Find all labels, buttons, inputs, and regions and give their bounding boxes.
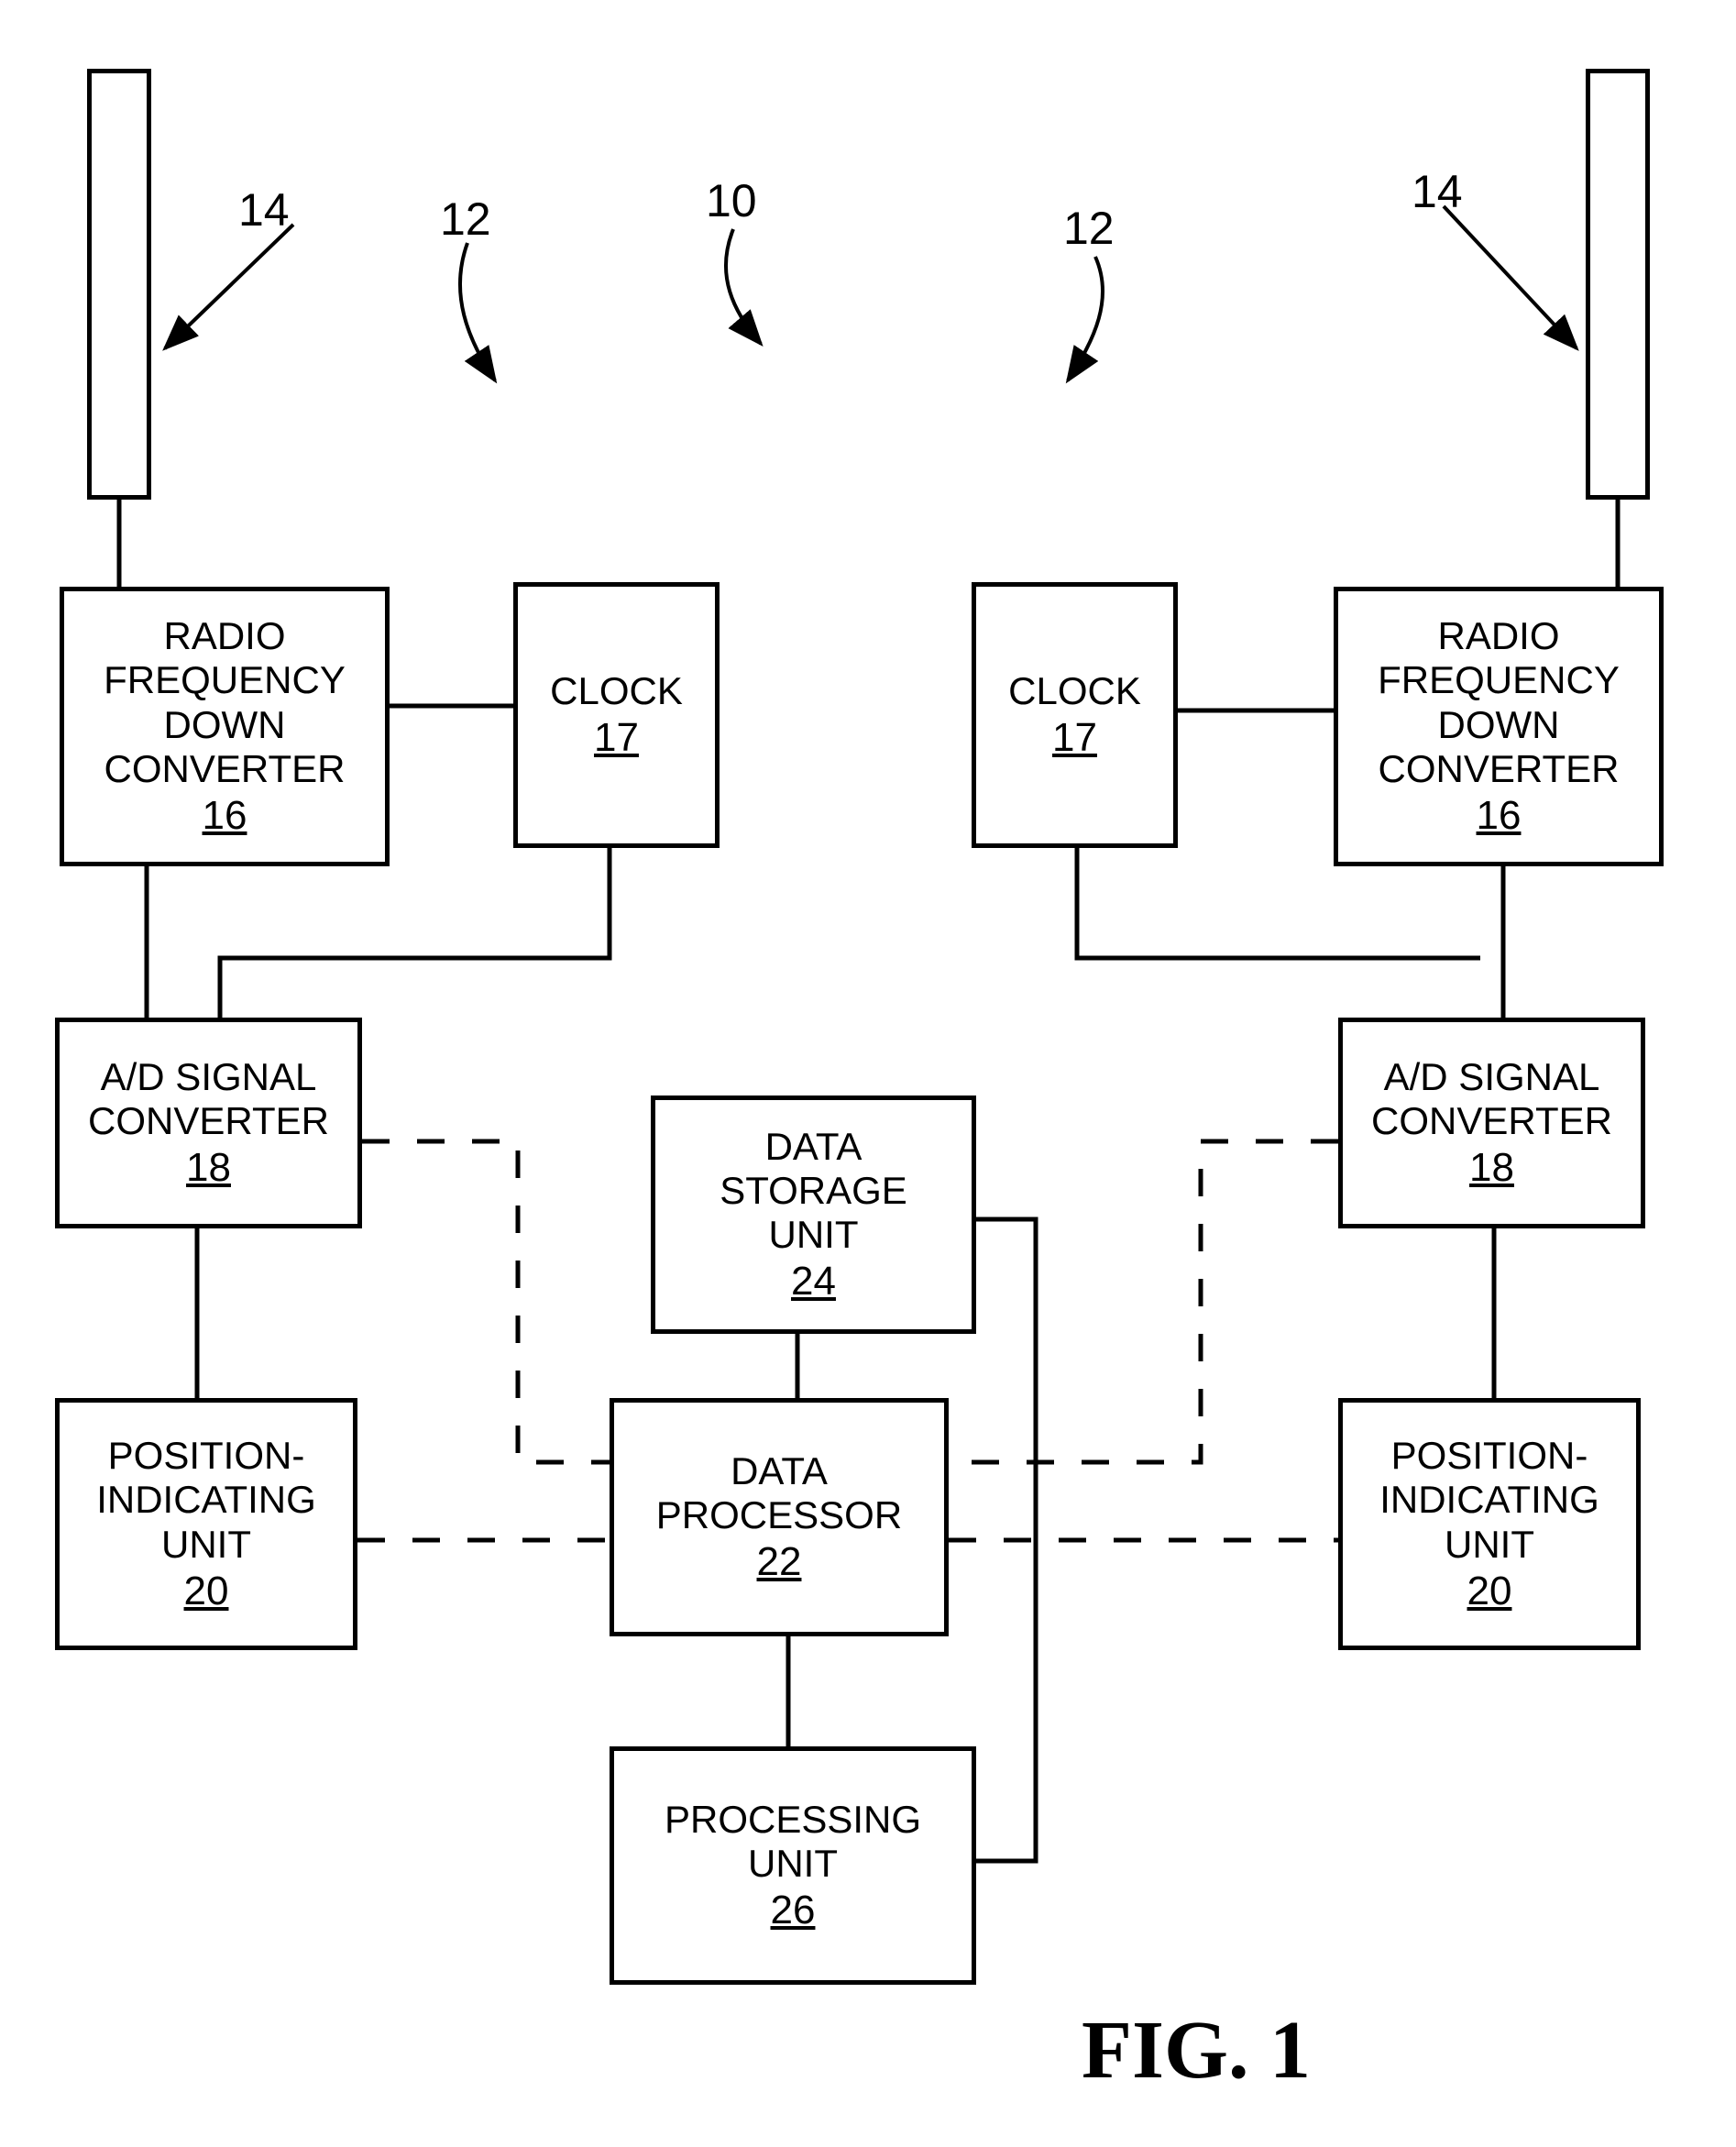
processing-unit: PROCESSING UNIT 26 [610,1746,976,1985]
ref-10: 10 [706,174,757,227]
antenna-left [87,69,151,500]
box-label: PROCESSING UNIT [665,1798,921,1887]
rf-down-converter-left: RADIO FREQUENCY DOWN CONVERTER 16 [60,587,390,866]
box-refnum: 22 [757,1539,802,1585]
clock-right: CLOCK 17 [972,582,1178,848]
ref-12-left: 12 [440,193,491,246]
box-refnum: 20 [1467,1569,1512,1614]
clock-left: CLOCK 17 [513,582,720,848]
box-label: A/D SIGNAL CONVERTER [1371,1055,1612,1144]
box-refnum: 18 [186,1145,231,1191]
box-refnum: 17 [594,715,639,761]
position-unit-right: POSITION- INDICATING UNIT 20 [1338,1398,1641,1650]
ref-14-right: 14 [1412,165,1463,218]
box-refnum: 18 [1469,1145,1514,1191]
box-refnum: 20 [184,1569,229,1614]
box-label: POSITION- INDICATING UNIT [96,1434,316,1567]
box-label: CLOCK [1008,669,1141,713]
ad-converter-left: A/D SIGNAL CONVERTER 18 [55,1018,362,1228]
figure-caption: FIG. 1 [1082,2003,1311,2097]
antenna-right [1586,69,1650,500]
box-label: DATA STORAGE UNIT [720,1125,907,1258]
rf-down-converter-right: RADIO FREQUENCY DOWN CONVERTER 16 [1334,587,1664,866]
box-label: CLOCK [550,669,683,713]
box-label: A/D SIGNAL CONVERTER [88,1055,329,1144]
ad-converter-right: A/D SIGNAL CONVERTER 18 [1338,1018,1645,1228]
box-label: POSITION- INDICATING UNIT [1379,1434,1599,1567]
ref-14-left: 14 [238,183,290,237]
ref-12-right: 12 [1063,202,1115,255]
box-refnum: 16 [203,793,247,839]
box-label: RADIO FREQUENCY DOWN CONVERTER [1378,614,1620,791]
box-label: DATA PROCESSOR [656,1449,902,1538]
box-refnum: 16 [1477,793,1522,839]
box-refnum: 17 [1052,715,1097,761]
box-refnum: 24 [791,1259,836,1305]
box-refnum: 26 [771,1888,816,1933]
data-processor: DATA PROCESSOR 22 [610,1398,949,1636]
box-label: RADIO FREQUENCY DOWN CONVERTER [104,614,346,791]
data-storage-unit: DATA STORAGE UNIT 24 [651,1096,976,1334]
position-unit-left: POSITION- INDICATING UNIT 20 [55,1398,357,1650]
